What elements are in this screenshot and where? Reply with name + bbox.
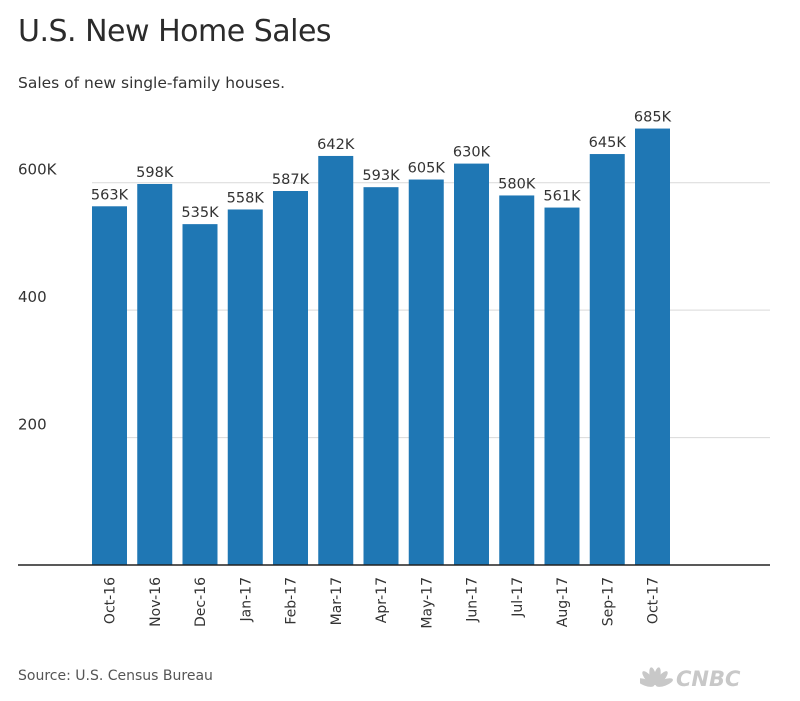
bar bbox=[318, 155, 354, 565]
bars bbox=[92, 128, 670, 566]
x-tick-label: Feb-17 bbox=[284, 577, 300, 625]
chart-title: U.S. New Home Sales bbox=[18, 14, 332, 49]
cnbc-logo: CNBC bbox=[640, 667, 741, 691]
x-tick-label: Dec-16 bbox=[193, 577, 209, 627]
y-tick-label: 600K bbox=[18, 161, 58, 179]
peacock-icon bbox=[640, 667, 673, 687]
bar bbox=[589, 154, 625, 566]
data-label: 642K bbox=[317, 137, 355, 153]
x-tick-label: Oct-16 bbox=[103, 577, 119, 624]
data-label: 535K bbox=[181, 205, 219, 221]
bar bbox=[544, 207, 580, 565]
bar bbox=[408, 179, 444, 565]
bar bbox=[635, 128, 670, 566]
bar bbox=[454, 163, 489, 565]
x-tick-label: Mar-17 bbox=[329, 577, 345, 625]
data-label: 630K bbox=[453, 145, 491, 161]
x-tick-label: Oct-17 bbox=[646, 577, 662, 624]
data-label: 587K bbox=[272, 172, 310, 188]
x-tick-label: Sep-17 bbox=[600, 577, 616, 626]
bar bbox=[137, 183, 173, 565]
bar bbox=[363, 187, 399, 565]
data-label: 605K bbox=[408, 161, 446, 177]
data-label: 563K bbox=[91, 187, 129, 203]
data-label: 685K bbox=[634, 110, 672, 126]
y-tick-label: 200 bbox=[18, 416, 47, 434]
chart-subtitle: Sales of new single-family houses. bbox=[18, 74, 286, 92]
x-tick-label: Jan-17 bbox=[238, 577, 254, 622]
bar bbox=[92, 206, 127, 565]
bar bbox=[227, 209, 263, 565]
source-note: Source: U.S. Census Bureau bbox=[18, 668, 213, 684]
data-label: 561K bbox=[543, 189, 581, 205]
data-label: 558K bbox=[227, 190, 265, 206]
y-axis-ticks: 200 400 600K bbox=[18, 161, 58, 434]
data-label: 645K bbox=[589, 135, 627, 151]
x-axis-ticks: Oct-16 Nov-16 Dec-16 Jan-17 Feb-17 Mar-17 Apr-… bbox=[103, 577, 662, 629]
x-tick-label: May-17 bbox=[419, 577, 435, 629]
data-label: 593K bbox=[362, 168, 400, 184]
x-tick-label: Jun-17 bbox=[465, 577, 481, 623]
data-label: 580K bbox=[498, 176, 536, 192]
bar bbox=[182, 224, 218, 565]
x-tick-label: Jul-17 bbox=[510, 577, 526, 618]
bar bbox=[273, 190, 308, 566]
x-tick-label: Aug-17 bbox=[555, 577, 571, 627]
data-labels: 563K 598K 535K 558K 587K 642K 593K 605K 630K 580K… bbox=[91, 110, 672, 222]
brand-wordmark: CNBC bbox=[676, 667, 741, 691]
y-tick-label: 400 bbox=[18, 288, 47, 306]
x-tick-label: Apr-17 bbox=[374, 577, 390, 623]
bar bbox=[499, 195, 535, 565]
x-tick-label: Nov-16 bbox=[148, 577, 164, 627]
data-label: 598K bbox=[136, 165, 174, 181]
